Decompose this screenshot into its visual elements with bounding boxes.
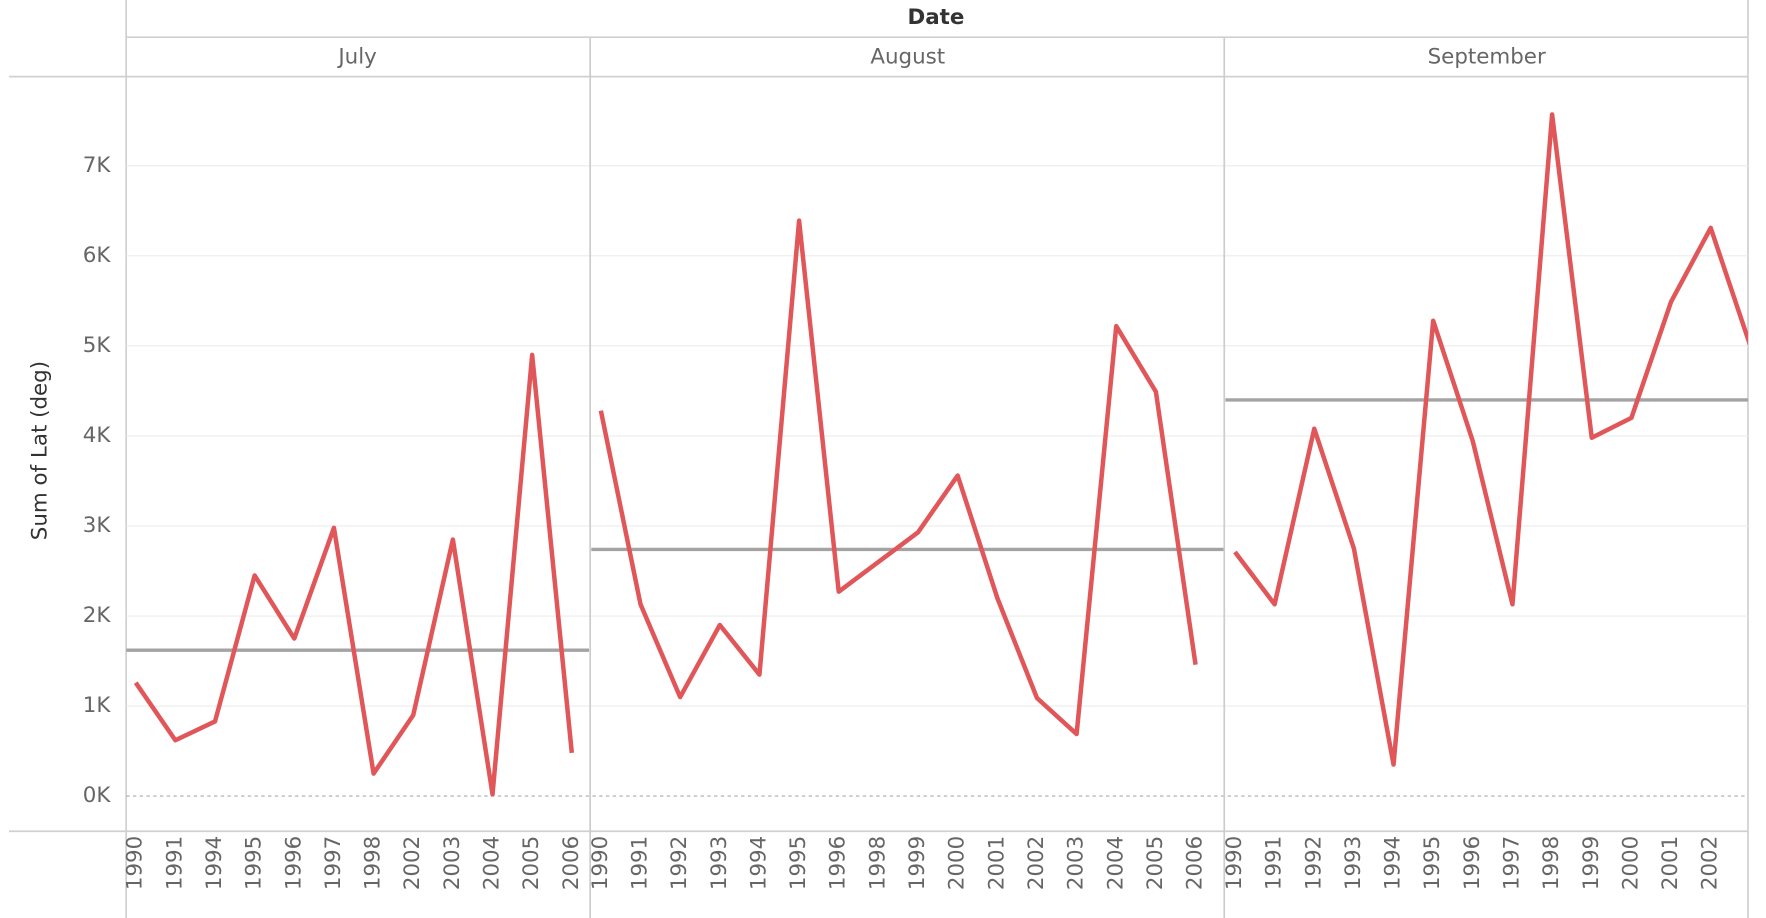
- x-tick-label: 1994: [202, 836, 227, 890]
- x-tick-label: 1990: [588, 836, 613, 890]
- x-tick-label: 2004: [480, 836, 505, 890]
- x-tick-label: 2002: [400, 836, 425, 890]
- x-tick-label: 2002: [1024, 836, 1049, 890]
- y-tick-label: 5K: [83, 333, 112, 358]
- x-tick-label: 2005: [1143, 836, 1168, 890]
- x-tick-label: 1999: [1579, 836, 1604, 890]
- x-tick-label: 2006: [1183, 836, 1208, 890]
- y-tick-label: 3K: [83, 513, 112, 538]
- x-tick-label: 2004: [1103, 836, 1128, 890]
- x-tick-label: 1991: [1262, 836, 1287, 890]
- x-tick-label: 2006: [559, 836, 584, 890]
- x-tick-label: 1992: [667, 836, 692, 890]
- y-tick-label: 1K: [83, 693, 112, 718]
- data-line: [1233, 112, 1748, 767]
- x-tick-label: 1999: [905, 836, 930, 890]
- x-tick-label: 1996: [1460, 836, 1485, 890]
- x-tick-label: 1995: [786, 836, 811, 890]
- x-tick-label: 2001: [1658, 836, 1683, 890]
- data-line: [598, 218, 1198, 737]
- x-tick-label: 1993: [1341, 836, 1366, 890]
- chart-title: Date: [907, 5, 964, 30]
- x-tick-label: 1992: [1301, 836, 1326, 890]
- x-tick-label: 1997: [1499, 836, 1524, 890]
- x-tick-label: 1990: [1222, 836, 1247, 890]
- x-tick-label: 1995: [1420, 836, 1445, 890]
- x-tick-label: 1996: [281, 836, 306, 890]
- x-tick-label: 1994: [746, 836, 771, 890]
- x-tick-label: 1991: [162, 836, 187, 890]
- y-tick-label: 2K: [83, 603, 112, 628]
- x-tick-label: 2003: [440, 836, 465, 890]
- panel-header: August: [870, 44, 945, 69]
- x-tick-label: 2000: [1618, 836, 1643, 890]
- x-tick-label: 1998: [361, 836, 386, 890]
- x-tick-label: 1998: [1539, 836, 1564, 890]
- x-tick-label: 1998: [865, 836, 890, 890]
- y-tick-label: 7K: [83, 153, 112, 178]
- x-tick-label: 1990: [123, 836, 148, 890]
- y-axis-label: Sum of Lat (deg): [28, 361, 53, 540]
- panel-header: September: [1428, 44, 1546, 69]
- x-tick-label: 1996: [826, 836, 851, 890]
- x-tick-label: 1997: [321, 836, 346, 890]
- x-tick-label: 2000: [945, 836, 970, 890]
- y-tick-label: 4K: [83, 423, 112, 448]
- data-line: [133, 352, 575, 797]
- x-tick-label: 2005: [519, 836, 544, 890]
- x-tick-label: 2002: [1698, 836, 1723, 890]
- plot-area: [126, 112, 1748, 797]
- x-tick-label: 2001: [984, 836, 1009, 890]
- x-tick-label: 1994: [1381, 836, 1406, 890]
- y-tick-label: 0K: [83, 783, 112, 808]
- panel-header: July: [336, 44, 377, 69]
- y-tick-label: 6K: [83, 243, 112, 268]
- x-tick-label: 1991: [628, 836, 653, 890]
- x-tick-label: 2003: [1064, 836, 1089, 890]
- x-tick-label: 1995: [242, 836, 267, 890]
- x-tick-label: 1993: [707, 836, 732, 890]
